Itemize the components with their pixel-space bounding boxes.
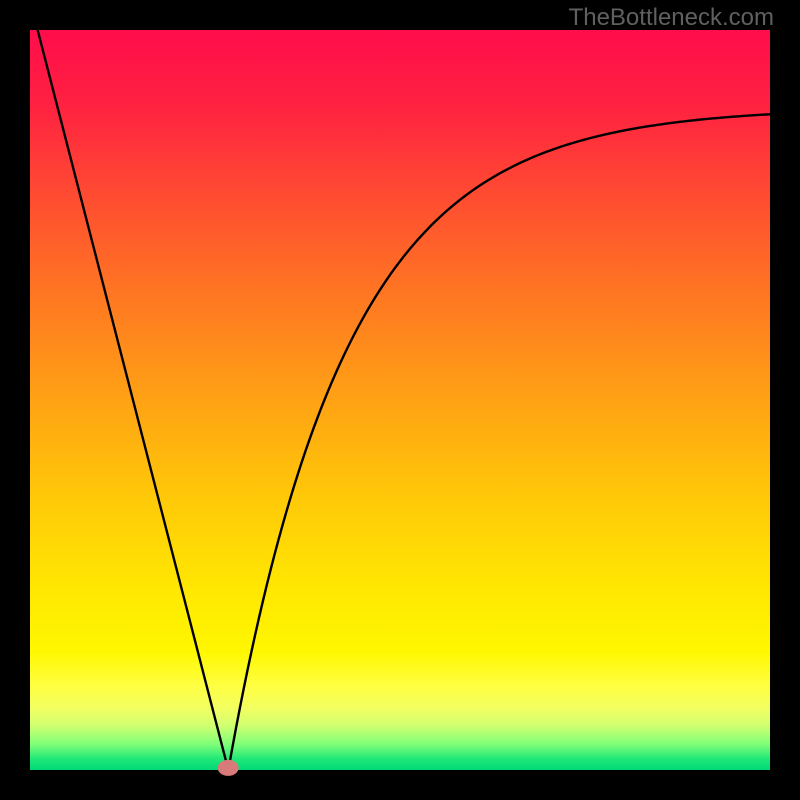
plot-area [30,30,770,770]
watermark-text: TheBottleneck.com [569,4,774,32]
optimum-marker [218,760,239,776]
bottleneck-curve [30,30,770,770]
chart-stage: TheBottleneck.com [0,0,800,800]
